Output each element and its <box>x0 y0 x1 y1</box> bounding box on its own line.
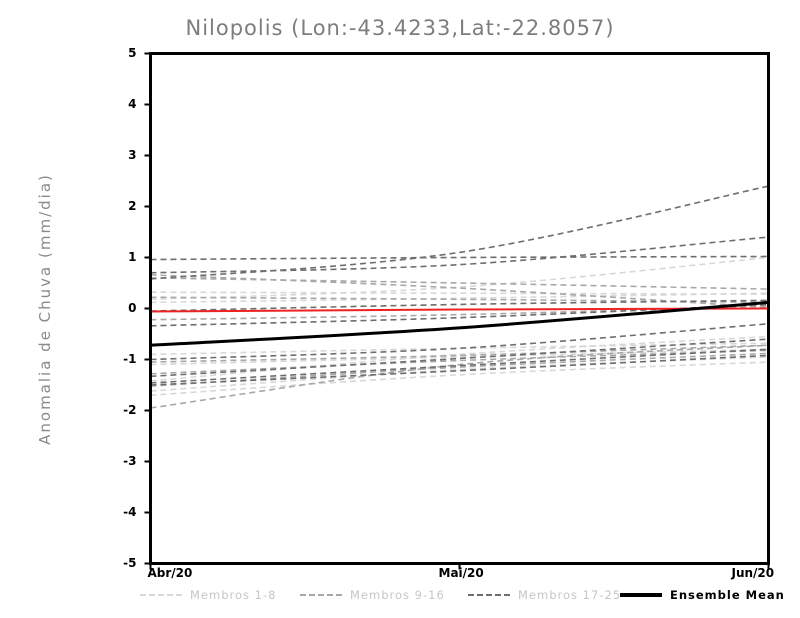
member-line <box>150 323 769 361</box>
legend-label: Membros 9-16 <box>350 588 445 602</box>
y-tick-label: 4 <box>128 96 137 111</box>
chart-legend: Membros 1-8 Membros 9-16 Membros 17-25 Ense… <box>0 586 800 606</box>
member-line <box>150 361 769 396</box>
y-tick-label: 2 <box>128 198 137 213</box>
y-tick-label: 5 <box>128 45 137 60</box>
axis-ticks <box>144 52 770 570</box>
member-line <box>150 274 769 309</box>
member-line <box>150 344 769 409</box>
member-line <box>150 299 769 312</box>
legend-item: Membros 9-16 <box>300 586 445 604</box>
legend-item: Ensemble Mean <box>620 586 785 604</box>
ensemble-mean-line <box>150 300 769 347</box>
legend-solid-swatch <box>620 593 662 597</box>
member-line <box>150 303 769 327</box>
member-line <box>150 292 769 304</box>
legend-dashed-swatch <box>140 594 182 596</box>
legend-dashed-swatch <box>300 594 342 596</box>
member-line <box>150 335 769 382</box>
legend-dashed-swatch <box>468 594 510 596</box>
member-line <box>150 348 769 384</box>
legend-item: Membros 1-8 <box>140 586 276 604</box>
legend-label: Membros 1-8 <box>190 588 277 602</box>
legend-label: Ensemble Mean <box>670 588 785 602</box>
y-tick-label: 1 <box>128 249 137 264</box>
y-tick-label: -1 <box>123 351 137 366</box>
series-layer <box>150 185 769 409</box>
y-tick-label: -3 <box>123 453 137 468</box>
x-tick-label: Mai/20 <box>438 566 484 580</box>
x-tick-label: Jun/20 <box>731 566 775 580</box>
y-tick-label: 0 <box>128 300 137 315</box>
y-tick-label: -5 <box>123 555 137 570</box>
member-line <box>150 348 769 366</box>
member-line <box>150 354 769 386</box>
member-line <box>150 236 769 274</box>
member-line <box>150 277 769 290</box>
member-line <box>150 338 769 378</box>
y-tick-label: 3 <box>128 147 137 162</box>
y-tick-label: -4 <box>123 504 137 519</box>
chart-title: Nilopolis (Lon:-43.4233,Lat:-22.8057) <box>185 16 615 40</box>
member-line <box>150 255 769 261</box>
x-tick-label: Abr/20 <box>147 566 193 580</box>
legend-item: Membros 17-25 <box>468 586 621 604</box>
y-tick-label: -2 <box>123 402 137 417</box>
member-line <box>150 291 769 296</box>
member-line <box>150 344 769 363</box>
legend-label: Membros 17-25 <box>518 588 622 602</box>
member-line <box>150 185 769 280</box>
